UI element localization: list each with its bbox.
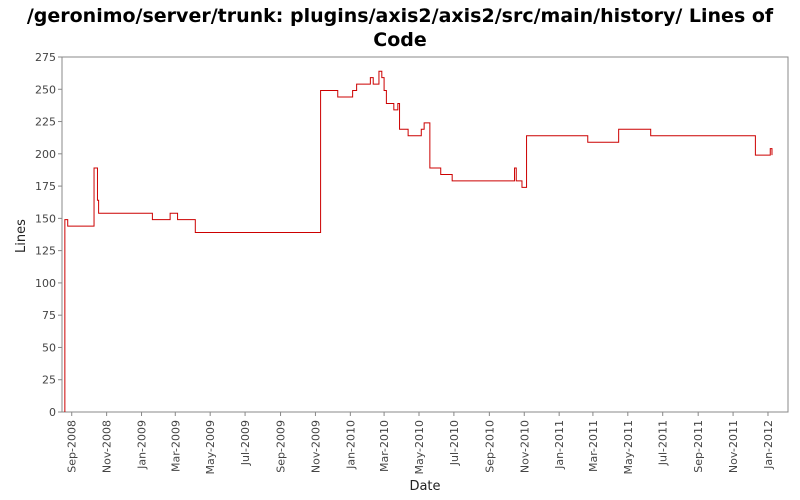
y-tick-label: 25 xyxy=(42,374,56,387)
y-tick-label: 125 xyxy=(35,245,56,258)
y-tick-label: 0 xyxy=(49,406,56,419)
x-tick-label: Jul-2011 xyxy=(657,420,670,466)
y-tick-label: 175 xyxy=(35,180,56,193)
x-tick-label: Jul-2009 xyxy=(239,420,252,466)
x-tick-label: Nov-2011 xyxy=(727,420,740,473)
chart-title: /geronimo/server/trunk: plugins/axis2/ax… xyxy=(0,4,800,52)
y-axis: 0 25 50 75 100 125 150 175 200 225 250 275 xyxy=(35,51,62,419)
y-tick-label: 200 xyxy=(35,148,56,161)
x-tick-label: May-2010 xyxy=(413,420,426,475)
x-tick-label: Mar-2010 xyxy=(378,420,391,472)
series-group xyxy=(64,70,773,412)
x-tick-label: Sep-2011 xyxy=(692,420,705,473)
x-axis: Sep-2008 Nov-2008 Jan-2009 Mar-2009 May-2009… xyxy=(66,412,775,475)
x-tick-label: Nov-2009 xyxy=(309,420,322,473)
x-tick-label: Jan-2009 xyxy=(136,420,149,470)
y-tick-label: 225 xyxy=(35,116,56,129)
x-tick-label: Sep-2008 xyxy=(66,420,79,473)
x-tick-label: Nov-2008 xyxy=(101,420,114,473)
x-tick-label: Jan-2011 xyxy=(553,420,566,470)
y-tick-label: 150 xyxy=(35,212,56,225)
y-axis-label: Lines xyxy=(14,219,29,253)
x-tick-label: May-2009 xyxy=(204,420,217,475)
y-tick-label: 75 xyxy=(42,309,56,322)
x-tick-label: Mar-2009 xyxy=(169,420,182,472)
y-tick-label: 275 xyxy=(35,51,56,64)
y-tick-label: 50 xyxy=(42,341,56,354)
x-tick-label: Nov-2010 xyxy=(518,420,531,473)
x-tick-label: Jan-2010 xyxy=(344,420,357,470)
x-tick-label: Sep-2010 xyxy=(483,420,496,473)
x-tick-label: Jan-2012 xyxy=(762,420,775,470)
x-tick-label: Jul-2010 xyxy=(448,420,461,466)
x-tick-label: Mar-2011 xyxy=(587,420,600,472)
chart-title-line-2: Code xyxy=(373,29,427,51)
y-tick-label: 250 xyxy=(35,83,56,96)
series-line xyxy=(64,70,773,412)
x-axis-label: Date xyxy=(409,479,440,494)
chart-title-line-1: /geronimo/server/trunk: plugins/axis2/ax… xyxy=(26,5,774,27)
plot-area xyxy=(61,56,789,413)
x-tick-label: May-2011 xyxy=(622,420,635,475)
x-tick-label: Sep-2009 xyxy=(275,420,288,473)
plot-frame xyxy=(61,56,789,413)
y-tick-label: 100 xyxy=(35,277,56,290)
